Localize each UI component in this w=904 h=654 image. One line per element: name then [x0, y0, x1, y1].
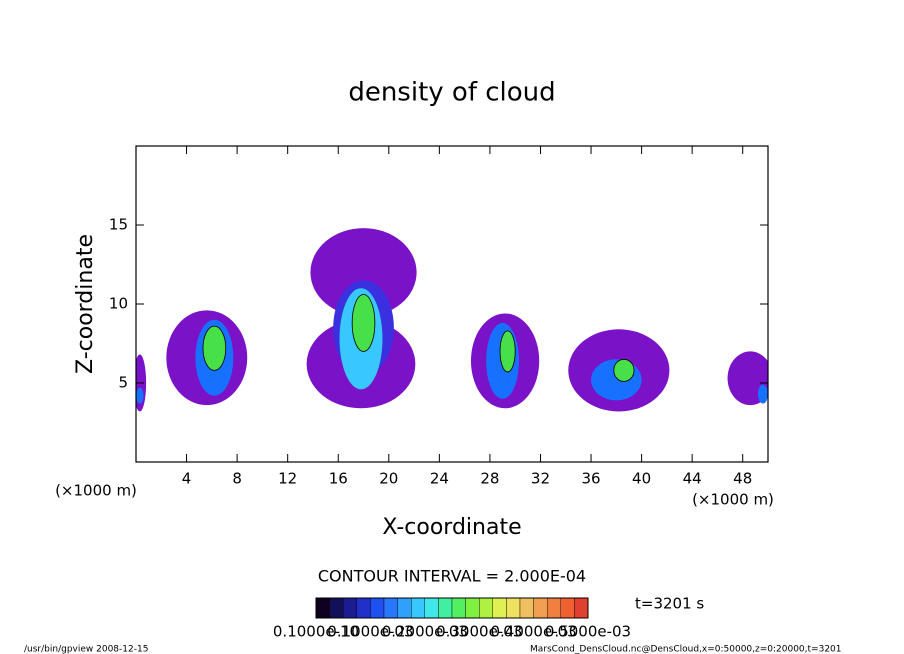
colorbar-cell — [329, 597, 344, 619]
x-tick-label: 48 — [733, 470, 752, 488]
colorbar-cell — [547, 597, 562, 619]
colorbar-label: 0.4000e-03 — [490, 623, 576, 641]
colorbar-cell — [424, 597, 439, 619]
colorbar-cell — [560, 597, 575, 619]
colorbar-cell — [411, 597, 426, 619]
x-tick-label: 44 — [683, 470, 702, 488]
x-tick-label: 16 — [329, 470, 348, 488]
colorbar-cell — [397, 597, 412, 619]
y-axis-label: Z-coordinate — [73, 234, 98, 374]
cloud-cell — [202, 325, 227, 371]
plot-frame — [135, 145, 769, 463]
colorbar-cell — [343, 597, 358, 619]
contour-interval: CONTOUR INTERVAL = 2.000E-04 — [318, 567, 586, 586]
colorbar-cell — [451, 597, 466, 619]
colorbar-label: 0.2000e-03 — [382, 623, 468, 641]
x-tick-label: 36 — [581, 470, 600, 488]
x-tick-label: 24 — [430, 470, 449, 488]
colorbar-cell — [438, 597, 453, 619]
cloud-cell — [136, 387, 144, 404]
cloud-cell — [757, 384, 768, 404]
y-tick-label: 5 — [118, 374, 128, 392]
colorbar-cell — [519, 597, 534, 619]
colorbar-label: 0.5000e-03 — [545, 623, 631, 641]
x-tick-label: 4 — [182, 470, 192, 488]
footer-left: /usr/bin/gpview 2008-12-15 — [24, 645, 148, 654]
y-tick-label: 10 — [109, 295, 128, 313]
x-tick-label: 28 — [480, 470, 499, 488]
colorbar-cell — [383, 597, 398, 619]
x-tick-label: 32 — [531, 470, 550, 488]
colorbar-cell — [492, 597, 507, 619]
colorbar-cell — [370, 597, 385, 619]
footer-right: MarsCond_DensCloud.nc@DensCloud,x=0:5000… — [530, 645, 842, 654]
colorbar-cell — [479, 597, 494, 619]
y-unit: (×1000 m) — [55, 482, 137, 500]
cloud-cell — [499, 330, 516, 373]
cloud-cell — [613, 358, 635, 382]
x-tick-label: 8 — [232, 470, 242, 488]
cloud-cell — [727, 351, 768, 406]
x-tick-label: 40 — [632, 470, 651, 488]
colorbar-label: 0.1000e-10 — [273, 623, 359, 641]
colorbar-cell — [533, 597, 548, 619]
colorbar-frame — [315, 597, 589, 619]
cloud-cell — [310, 228, 417, 317]
x-tick-label: 12 — [278, 470, 297, 488]
colorbar-cell — [315, 597, 330, 619]
colorbar-cell — [465, 597, 480, 619]
cloud-cell — [351, 294, 376, 352]
x-axis-label: X-coordinate — [382, 515, 521, 540]
colorbar-label: 0.1000e-03 — [327, 623, 413, 641]
y-tick-label: 15 — [109, 216, 128, 234]
time-label: t=3201 s — [635, 595, 704, 613]
colorbar-label: 0.3000e-03 — [436, 623, 522, 641]
plot-area — [136, 228, 768, 412]
colorbar-cell — [574, 597, 589, 619]
chart-title: density of cloud — [348, 78, 555, 108]
x-tick-label: 20 — [379, 470, 398, 488]
x-unit: (×1000 m) — [692, 491, 774, 509]
colorbar-cell — [356, 597, 371, 619]
colorbar-cell — [506, 597, 521, 619]
